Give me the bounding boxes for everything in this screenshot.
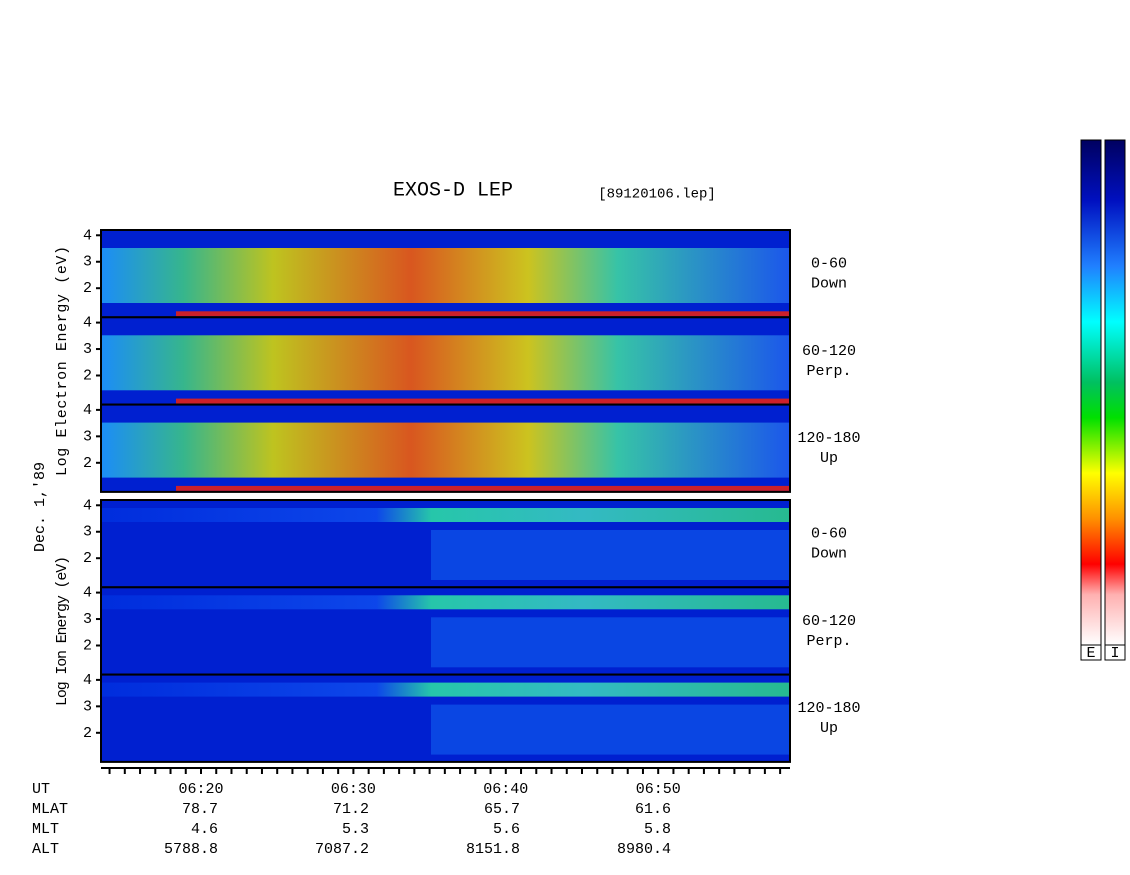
time-tick-label: 06:30 bbox=[331, 781, 376, 798]
orbit-value: 4.6 bbox=[191, 821, 218, 838]
spectrogram-band bbox=[431, 617, 790, 668]
spectrogram-band bbox=[101, 248, 790, 303]
y-tick-label: 3 bbox=[83, 611, 92, 628]
panel-frame bbox=[100, 673, 791, 763]
y-tick-label: 2 bbox=[83, 280, 92, 297]
orbit-value: 5.3 bbox=[342, 821, 369, 838]
y-tick-label: 2 bbox=[83, 637, 92, 654]
spectrogram-band bbox=[176, 398, 790, 404]
y-tick-label: 2 bbox=[83, 455, 92, 472]
spectrogram-band bbox=[101, 595, 790, 610]
y-tick-label: 4 bbox=[83, 402, 92, 419]
spectrogram-band bbox=[101, 335, 790, 391]
orbit-row-name: ALT bbox=[32, 841, 59, 858]
pitch-direction: Down bbox=[811, 276, 847, 293]
y-tick-label: 3 bbox=[83, 428, 92, 445]
time-tick-label: 06:40 bbox=[483, 781, 528, 798]
pitch-angle: 0-60 bbox=[811, 256, 847, 273]
spectrogram-band bbox=[101, 508, 790, 522]
pitch-angle: 120-180 bbox=[797, 430, 860, 447]
y-tick-label: 2 bbox=[83, 550, 92, 567]
spectrogram-band bbox=[176, 311, 790, 317]
orbit-value: 78.7 bbox=[182, 801, 218, 818]
pitch-direction: Up bbox=[820, 720, 838, 737]
pitch-angle: 60-120 bbox=[802, 613, 856, 630]
y-tick-label: 4 bbox=[83, 315, 92, 332]
date-label: Dec. 1,'89 bbox=[32, 462, 49, 552]
colorbar-label: I bbox=[1110, 645, 1119, 662]
y-tick-label: 3 bbox=[83, 254, 92, 271]
orbit-value: 7087.2 bbox=[315, 841, 369, 858]
colorbar bbox=[1080, 139, 1102, 646]
y-tick-label: 2 bbox=[83, 725, 92, 742]
y-tick-label: 3 bbox=[83, 341, 92, 358]
y-tick-label: 3 bbox=[83, 698, 92, 715]
orbit-value: 61.6 bbox=[635, 801, 671, 818]
spectrogram-band bbox=[176, 485, 790, 491]
pitch-angle: 0-60 bbox=[811, 526, 847, 543]
orbit-row-name: MLT bbox=[32, 821, 59, 838]
orbit-row-name: MLAT bbox=[32, 801, 68, 818]
y-tick-label: 4 bbox=[83, 585, 92, 602]
y-axis-label: Log Electron Energy (eV) bbox=[54, 246, 71, 476]
title: EXOS-D LEP bbox=[393, 179, 513, 202]
y-tick-label: 3 bbox=[83, 524, 92, 541]
orbit-value: 8980.4 bbox=[617, 841, 671, 858]
colorbar-label-box bbox=[1104, 644, 1126, 661]
time-tick-label: 06:20 bbox=[178, 781, 223, 798]
pitch-angle: 60-120 bbox=[802, 343, 856, 360]
orbit-value: 5.6 bbox=[493, 821, 520, 838]
y-tick-label: 4 bbox=[83, 672, 92, 689]
spectrogram-band bbox=[101, 422, 790, 478]
orbit-value: 71.2 bbox=[333, 801, 369, 818]
spectrogram-band bbox=[431, 530, 790, 580]
spectrogram-band bbox=[431, 704, 790, 755]
spectrogram-band bbox=[101, 682, 790, 697]
colorbar-label-box bbox=[1080, 644, 1102, 661]
orbit-value: 5.8 bbox=[644, 821, 671, 838]
file-name: [89120106.lep] bbox=[598, 187, 716, 203]
y-tick-label: 4 bbox=[83, 497, 92, 514]
panel-frame bbox=[100, 403, 791, 493]
pitch-direction: Perp. bbox=[806, 633, 851, 650]
orbit-value: 5788.8 bbox=[164, 841, 218, 858]
y-tick-label: 2 bbox=[83, 367, 92, 384]
pitch-direction: Perp. bbox=[806, 363, 851, 380]
time-tick-label: 06:50 bbox=[636, 781, 681, 798]
orbit-value: 65.7 bbox=[484, 801, 520, 818]
y-axis-label: Log Ion Energy (eV) bbox=[54, 556, 71, 706]
orbit-row-name: UT bbox=[32, 781, 50, 798]
pitch-direction: Down bbox=[811, 546, 847, 563]
orbit-value: 8151.8 bbox=[466, 841, 520, 858]
colorbar-label: E bbox=[1086, 645, 1095, 662]
pitch-angle: 120-180 bbox=[797, 700, 860, 717]
y-tick-label: 4 bbox=[83, 227, 92, 244]
colorbar bbox=[1104, 139, 1126, 646]
pitch-direction: Up bbox=[820, 450, 838, 467]
